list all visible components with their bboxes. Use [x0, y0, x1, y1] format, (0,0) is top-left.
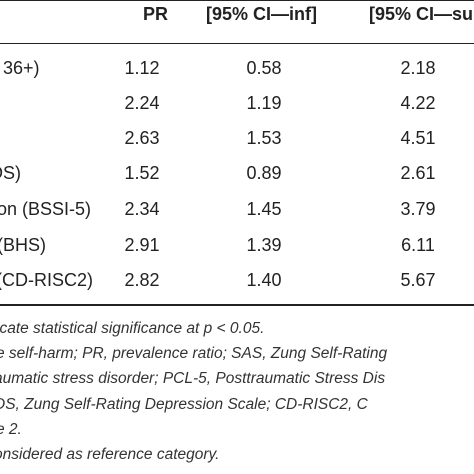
table-row: 2.63 1.53 4.51	[0, 127, 474, 161]
cell-pr: 1.12	[124, 58, 160, 78]
row-label: . 36+)	[0, 58, 40, 78]
footnote-line: DS, Zung Self-Rating Depression Scale; C…	[0, 392, 474, 417]
header-rule	[0, 43, 474, 44]
cell-ci-sup: 5.67	[400, 270, 436, 290]
cell-pr: 2.24	[124, 93, 160, 113]
cell-pr: 2.91	[124, 235, 160, 255]
table-top-rule	[0, 0, 474, 1]
row-label: on (BSSI-5)	[0, 199, 92, 219]
cell-ci-sup: 2.18	[400, 58, 436, 78]
footnote-text: icate statistical significance at p < 0.…	[0, 320, 265, 337]
cell-ci-inf: 1.45	[246, 199, 282, 219]
table-row: (BHS) 2.91 1.39 6.11	[0, 234, 474, 268]
header-pr: PR	[143, 4, 169, 24]
cell-ci-sup: 4.51	[400, 128, 436, 148]
footnote-line: aumatic stress disorder; PCL-5, Posttrau…	[0, 366, 474, 391]
cell-pr: 1.52	[124, 163, 160, 183]
header-ci-inf: [95% CI—inf]	[206, 4, 318, 24]
table-footnotes: icate statistical significance at p < 0.…	[0, 316, 474, 467]
header-ci-sup: [95% CI—su	[369, 4, 474, 24]
cell-ci-sup: 2.61	[400, 163, 436, 183]
footnote-text: DS, Zung Self-Rating Depression Scale; C…	[0, 395, 368, 413]
row-label: (CD-RISC2)	[0, 270, 93, 290]
cell-ci-inf: 1.39	[246, 235, 282, 255]
cell-ci-inf: 0.89	[246, 163, 282, 183]
table-row: (CD-RISC2) 2.82 1.40 5.67	[0, 269, 474, 303]
footnote-line: e self-harm; PR, prevalence ratio; SAS, …	[0, 341, 474, 366]
cell-ci-sup: 4.22	[400, 93, 436, 113]
footnote-text: e 2.	[0, 420, 22, 438]
cell-pr: 2.82	[124, 270, 160, 290]
table-row: . 36+) 1.12 0.58 2.18	[0, 57, 474, 91]
footnote-text: aumatic stress disorder; PCL-5, Posttrau…	[0, 370, 386, 388]
cell-ci-inf: 1.40	[246, 270, 282, 290]
footnote-line: onsidered as reference category.	[0, 442, 474, 467]
row-label: (BHS)	[0, 235, 46, 255]
footnote-line: e 2.	[0, 417, 474, 442]
cell-pr: 2.63	[124, 128, 160, 148]
table-bottom-rule	[0, 304, 474, 306]
footnote-text: e self-harm; PR, prevalence ratio; SAS, …	[0, 345, 388, 363]
table-row: 2.24 1.19 4.22	[0, 92, 474, 126]
cell-ci-inf: 0.58	[246, 58, 282, 78]
cell-pr: 2.34	[124, 199, 160, 219]
footnote-text: onsidered as reference category.	[0, 445, 220, 463]
cell-ci-sup: 3.79	[400, 199, 436, 219]
table-row: on (BSSI-5) 2.34 1.45 3.79	[0, 198, 474, 232]
cell-ci-inf: 1.19	[246, 93, 282, 113]
cell-ci-sup: 6.11	[401, 235, 435, 255]
row-label: DS)	[0, 163, 21, 183]
cell-ci-inf: 1.53	[246, 128, 282, 148]
footnote-line: icate statistical significance at p < 0.…	[0, 316, 474, 341]
table-row: DS) 1.52 0.89 2.61	[0, 162, 474, 196]
